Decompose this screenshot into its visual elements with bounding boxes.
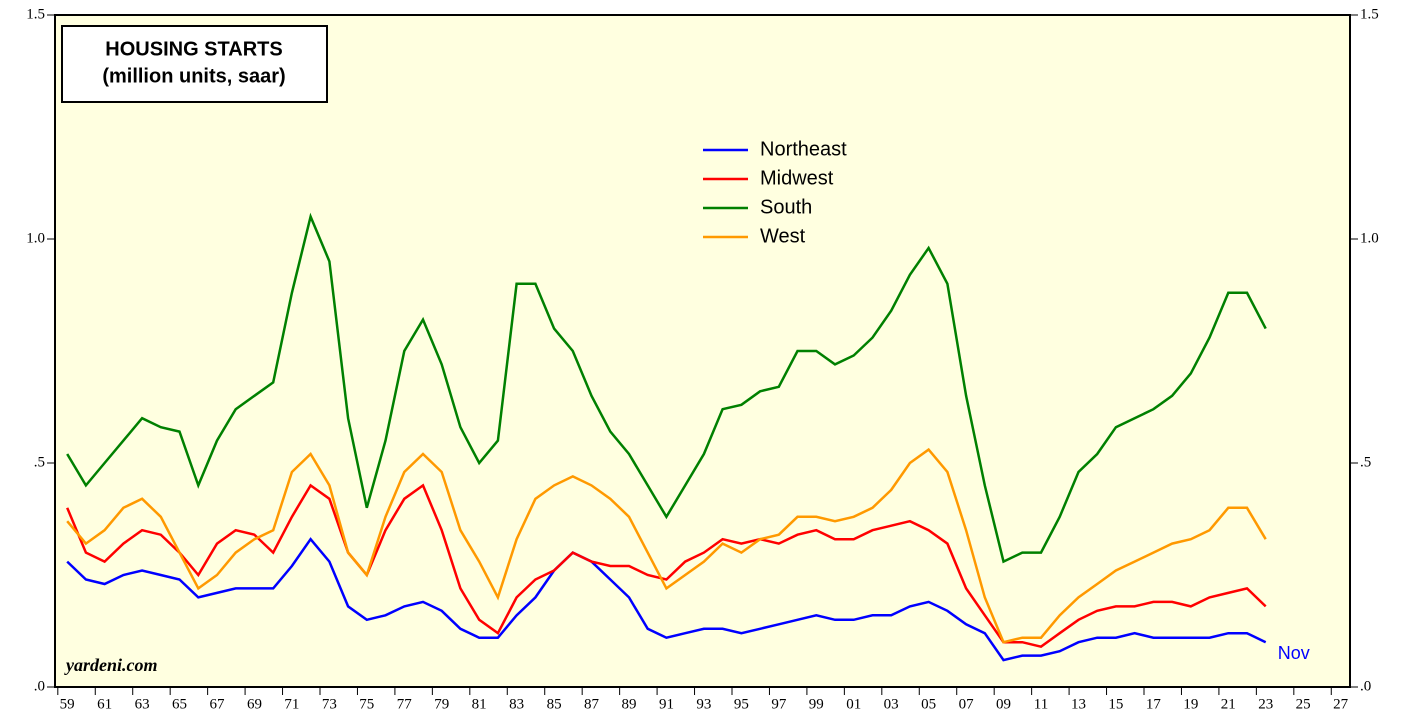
x-tick-label: 11 (1034, 696, 1048, 712)
x-tick-label: 17 (1146, 696, 1162, 712)
title-box (61, 25, 328, 103)
x-tick-label: 61 (97, 696, 112, 712)
x-tick-label: 93 (696, 696, 711, 712)
y-tick-label: 1.0 (26, 230, 45, 246)
series-line (66, 447, 1267, 644)
y-tick-label: .5 (34, 454, 45, 470)
y-tick-label: 1.5 (26, 6, 45, 22)
series-line (66, 483, 1267, 649)
plot-area (54, 14, 1351, 688)
x-tick-label: 81 (472, 696, 487, 712)
x-tick-label: 25 (1296, 696, 1311, 712)
x-tick-label: 87 (584, 696, 600, 712)
x-tick-label: 73 (322, 696, 337, 712)
x-tick-label: 19 (1183, 696, 1198, 712)
x-tick-label: 03 (884, 696, 899, 712)
x-tick-label: 23 (1258, 696, 1273, 712)
x-tick-label: 85 (547, 696, 562, 712)
x-tick-label: 67 (209, 696, 225, 712)
legend-label: South (760, 196, 812, 218)
x-tick-label: 21 (1221, 696, 1236, 712)
x-tick-label: 13 (1071, 696, 1086, 712)
x-tick-label: 99 (809, 696, 824, 712)
chart-title: HOUSING STARTS (105, 38, 282, 60)
x-tick-label: 91 (659, 696, 674, 712)
chart-subtitle: (million units, saar) (102, 65, 285, 87)
series-line (66, 212, 1267, 564)
y-tick-label: 1.0 (1360, 230, 1379, 246)
x-tick-label: 71 (284, 696, 299, 712)
annotation: Nov (1278, 643, 1310, 663)
x-tick-label: 15 (1108, 696, 1123, 712)
x-tick-label: 65 (172, 696, 187, 712)
x-tick-label: 05 (921, 696, 936, 712)
x-tick-label: 77 (397, 696, 413, 712)
x-tick-label: 89 (621, 696, 636, 712)
x-tick-label: 07 (959, 696, 975, 712)
x-tick-label: 95 (734, 696, 749, 712)
x-tick-label: 01 (846, 696, 861, 712)
source: yardeni.com (64, 655, 158, 675)
series-line (66, 537, 1267, 662)
x-tick-label: 59 (60, 696, 75, 712)
y-tick-label: 1.5 (1360, 6, 1379, 22)
legend-label: Northeast (760, 138, 847, 160)
y-tick-label: .0 (1360, 678, 1371, 694)
x-tick-label: 27 (1333, 696, 1349, 712)
x-tick-label: 63 (135, 696, 150, 712)
x-tick-label: 79 (434, 696, 449, 712)
x-tick-label: 09 (996, 696, 1011, 712)
y-tick-label: .5 (1360, 454, 1371, 470)
x-tick-label: 69 (247, 696, 262, 712)
x-tick-label: 97 (771, 696, 787, 712)
x-tick-label: 75 (359, 696, 374, 712)
legend-label: West (760, 225, 806, 247)
y-tick-label: .0 (34, 678, 45, 694)
legend-label: Midwest (760, 167, 834, 189)
x-tick-label: 83 (509, 696, 524, 712)
